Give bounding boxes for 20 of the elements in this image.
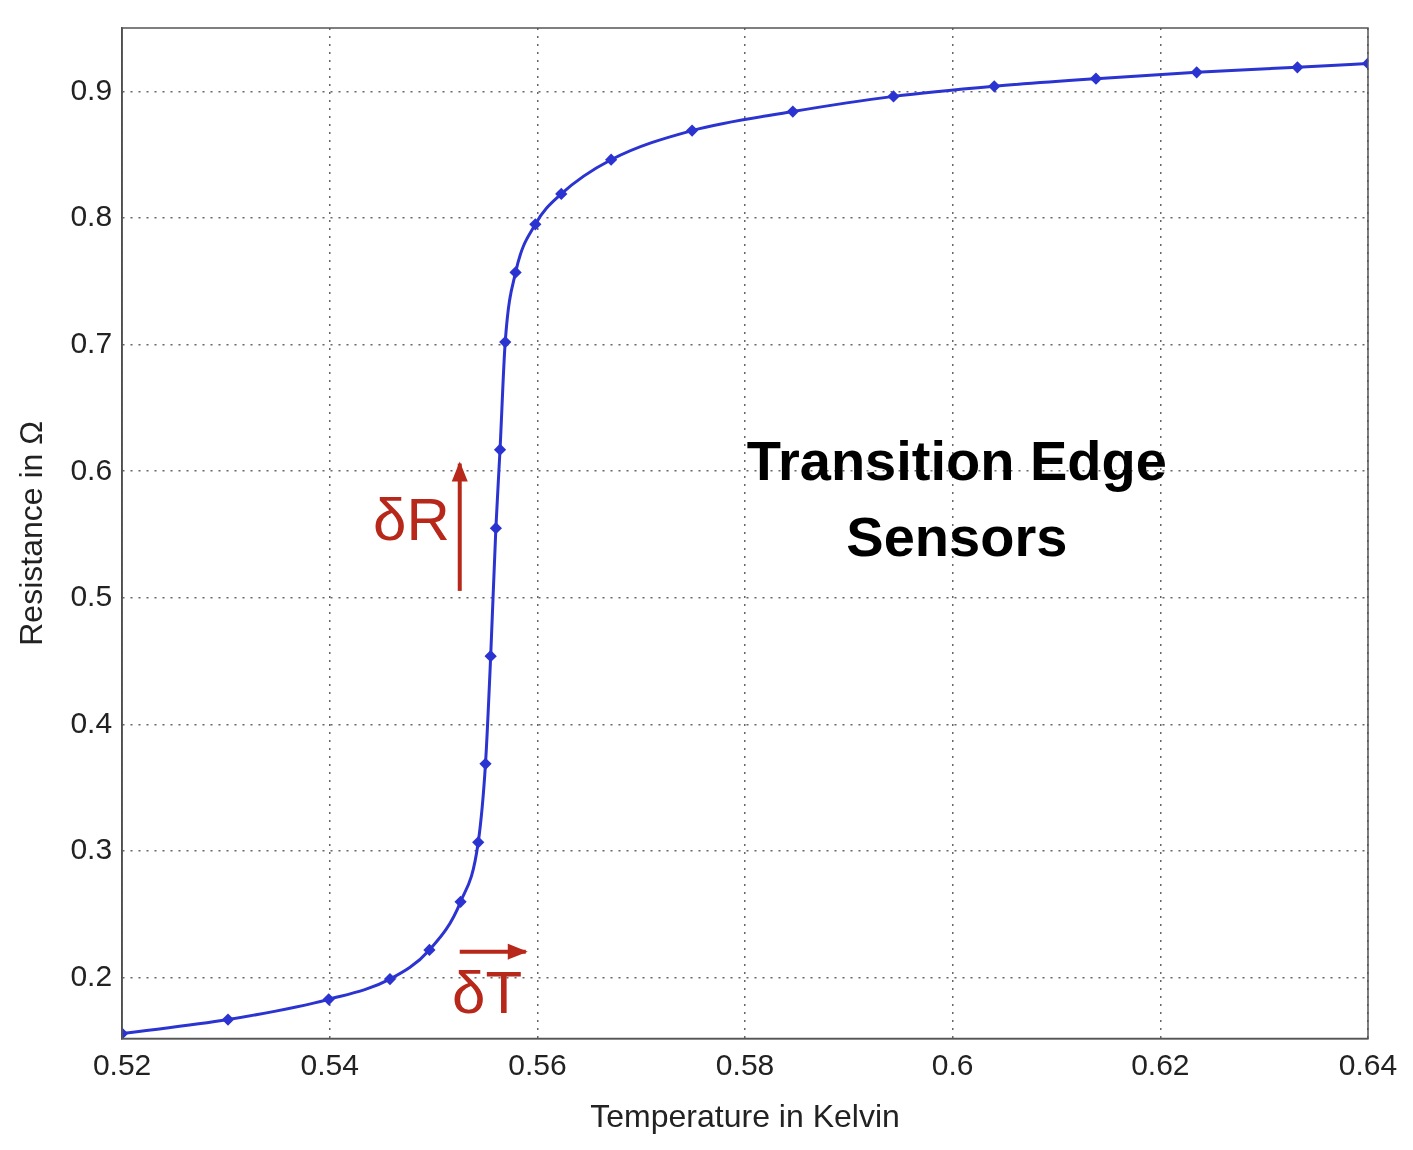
y-tick-label: 0.3 (70, 832, 113, 866)
x-tick-label: 0.58 (715, 1047, 775, 1081)
y-tick-label: 0.8 (70, 199, 113, 233)
x-tick-label: 0.56 (508, 1047, 567, 1081)
x-tick-label: 0.64 (1338, 1047, 1398, 1081)
y-tick-label: 0.9 (70, 72, 113, 106)
x-tick-label: 0.54 (300, 1047, 359, 1081)
x-tick-label: 0.52 (92, 1047, 152, 1081)
x-tick-label: 0.62 (1131, 1047, 1190, 1081)
y-tick-label: 0.6 (70, 452, 113, 486)
annotation: δT (452, 958, 523, 1026)
y-tick-label: 0.4 (70, 705, 113, 739)
x-axis-title: Temperature in Kelvin (590, 1097, 900, 1134)
y-axis-title: Resistance in Ω (13, 420, 50, 646)
y-tick-label: 0.2 (70, 959, 113, 993)
annotation: Transition Edge Sensors (746, 429, 1167, 569)
y-tick-label: 0.7 (70, 325, 113, 359)
y-tick-label: 0.5 (70, 579, 113, 613)
annotation: δR (373, 485, 450, 553)
x-tick-label: 0.6 (931, 1047, 974, 1081)
